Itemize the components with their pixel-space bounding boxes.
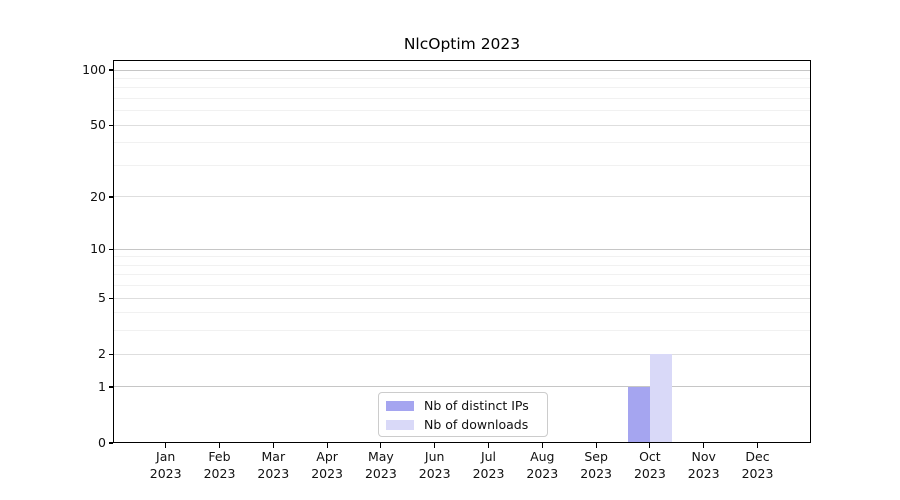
grid-line-major	[113, 353, 811, 355]
x-tick-mark	[272, 443, 274, 448]
x-tick-label: Jan 2023	[149, 449, 182, 481]
legend-label: Nb of distinct IPs	[424, 398, 529, 413]
y-tick-label: 0	[98, 435, 106, 450]
grid-line-minor	[113, 87, 811, 89]
x-tick-mark	[434, 443, 436, 448]
x-tick-mark	[541, 443, 543, 448]
x-tick-mark	[326, 443, 328, 448]
grid-line-minor	[113, 285, 811, 287]
x-tick-label: Dec 2023	[741, 449, 774, 481]
y-tick-label: 2	[98, 346, 106, 362]
grid-line-minor	[113, 142, 811, 144]
grid-line-major	[113, 386, 811, 388]
x-tick-mark	[380, 443, 382, 448]
y-tick-label: 20	[90, 188, 106, 204]
y-tick-mark	[108, 124, 113, 126]
grid-line-major	[113, 196, 811, 198]
y-tick-label: 1	[98, 378, 106, 394]
x-tick-label: Jun 2023	[418, 449, 451, 481]
grid-line-minor	[113, 330, 811, 332]
y-tick-mark	[108, 196, 113, 198]
y-tick-mark	[108, 297, 113, 299]
y-tick-label: 50	[90, 117, 106, 133]
x-tick-mark	[595, 443, 597, 448]
grid-line-minor	[113, 264, 811, 266]
grid-line-minor	[113, 274, 811, 276]
x-tick-label: Aug 2023	[526, 449, 559, 481]
bar	[627, 386, 650, 443]
legend-row: Nb of distinct IPs	[386, 396, 547, 415]
y-tick-mark	[108, 353, 113, 355]
x-tick-mark	[703, 443, 705, 448]
y-tick-mark	[108, 442, 113, 444]
grid-line-minor	[113, 110, 811, 112]
x-tick-label: May 2023	[364, 449, 397, 481]
grid-line-minor	[113, 77, 811, 79]
grid-line-major	[113, 297, 811, 299]
x-tick-mark	[487, 443, 490, 448]
grid-line-minor	[113, 312, 811, 314]
x-tick-label: Oct 2023	[633, 449, 666, 481]
x-tick-label: Mar 2023	[257, 449, 290, 481]
x-tick-mark	[218, 443, 221, 448]
y-tick-label: 10	[90, 241, 106, 257]
legend-swatch	[386, 419, 414, 430]
chart-title: NlcOptim 2023	[403, 35, 521, 53]
grid-line-major	[113, 69, 811, 71]
x-tick-label: Feb 2023	[203, 449, 236, 481]
x-tick-label: Apr 2023	[311, 449, 343, 481]
grid-line-minor	[113, 164, 811, 166]
legend-row: Nb of downloads	[386, 415, 547, 434]
y-tick-mark	[108, 248, 113, 250]
y-tick-mark	[108, 386, 113, 388]
x-tick-label: Nov 2023	[687, 449, 720, 481]
legend-swatch	[386, 400, 414, 411]
legend: Nb of distinct IPs Nb of downloads	[378, 392, 548, 437]
x-tick-mark	[756, 443, 759, 448]
x-tick-mark	[649, 443, 651, 448]
bar	[649, 354, 672, 443]
x-tick-mark	[165, 443, 167, 448]
y-tick-label: 5	[98, 290, 106, 306]
x-tick-label: Sep 2023	[580, 449, 612, 481]
grid-line-major	[113, 248, 811, 250]
plot-area: Nb of distinct IPs Nb of downloads	[113, 60, 811, 443]
y-tick-label: 100	[82, 62, 106, 77]
y-tick-mark	[108, 69, 113, 71]
legend-label: Nb of downloads	[424, 417, 529, 432]
grid-line-major	[113, 124, 811, 126]
x-tick-label: Jul 2023	[472, 449, 505, 481]
grid-line-minor	[113, 256, 811, 258]
grid-line-minor	[113, 97, 811, 99]
